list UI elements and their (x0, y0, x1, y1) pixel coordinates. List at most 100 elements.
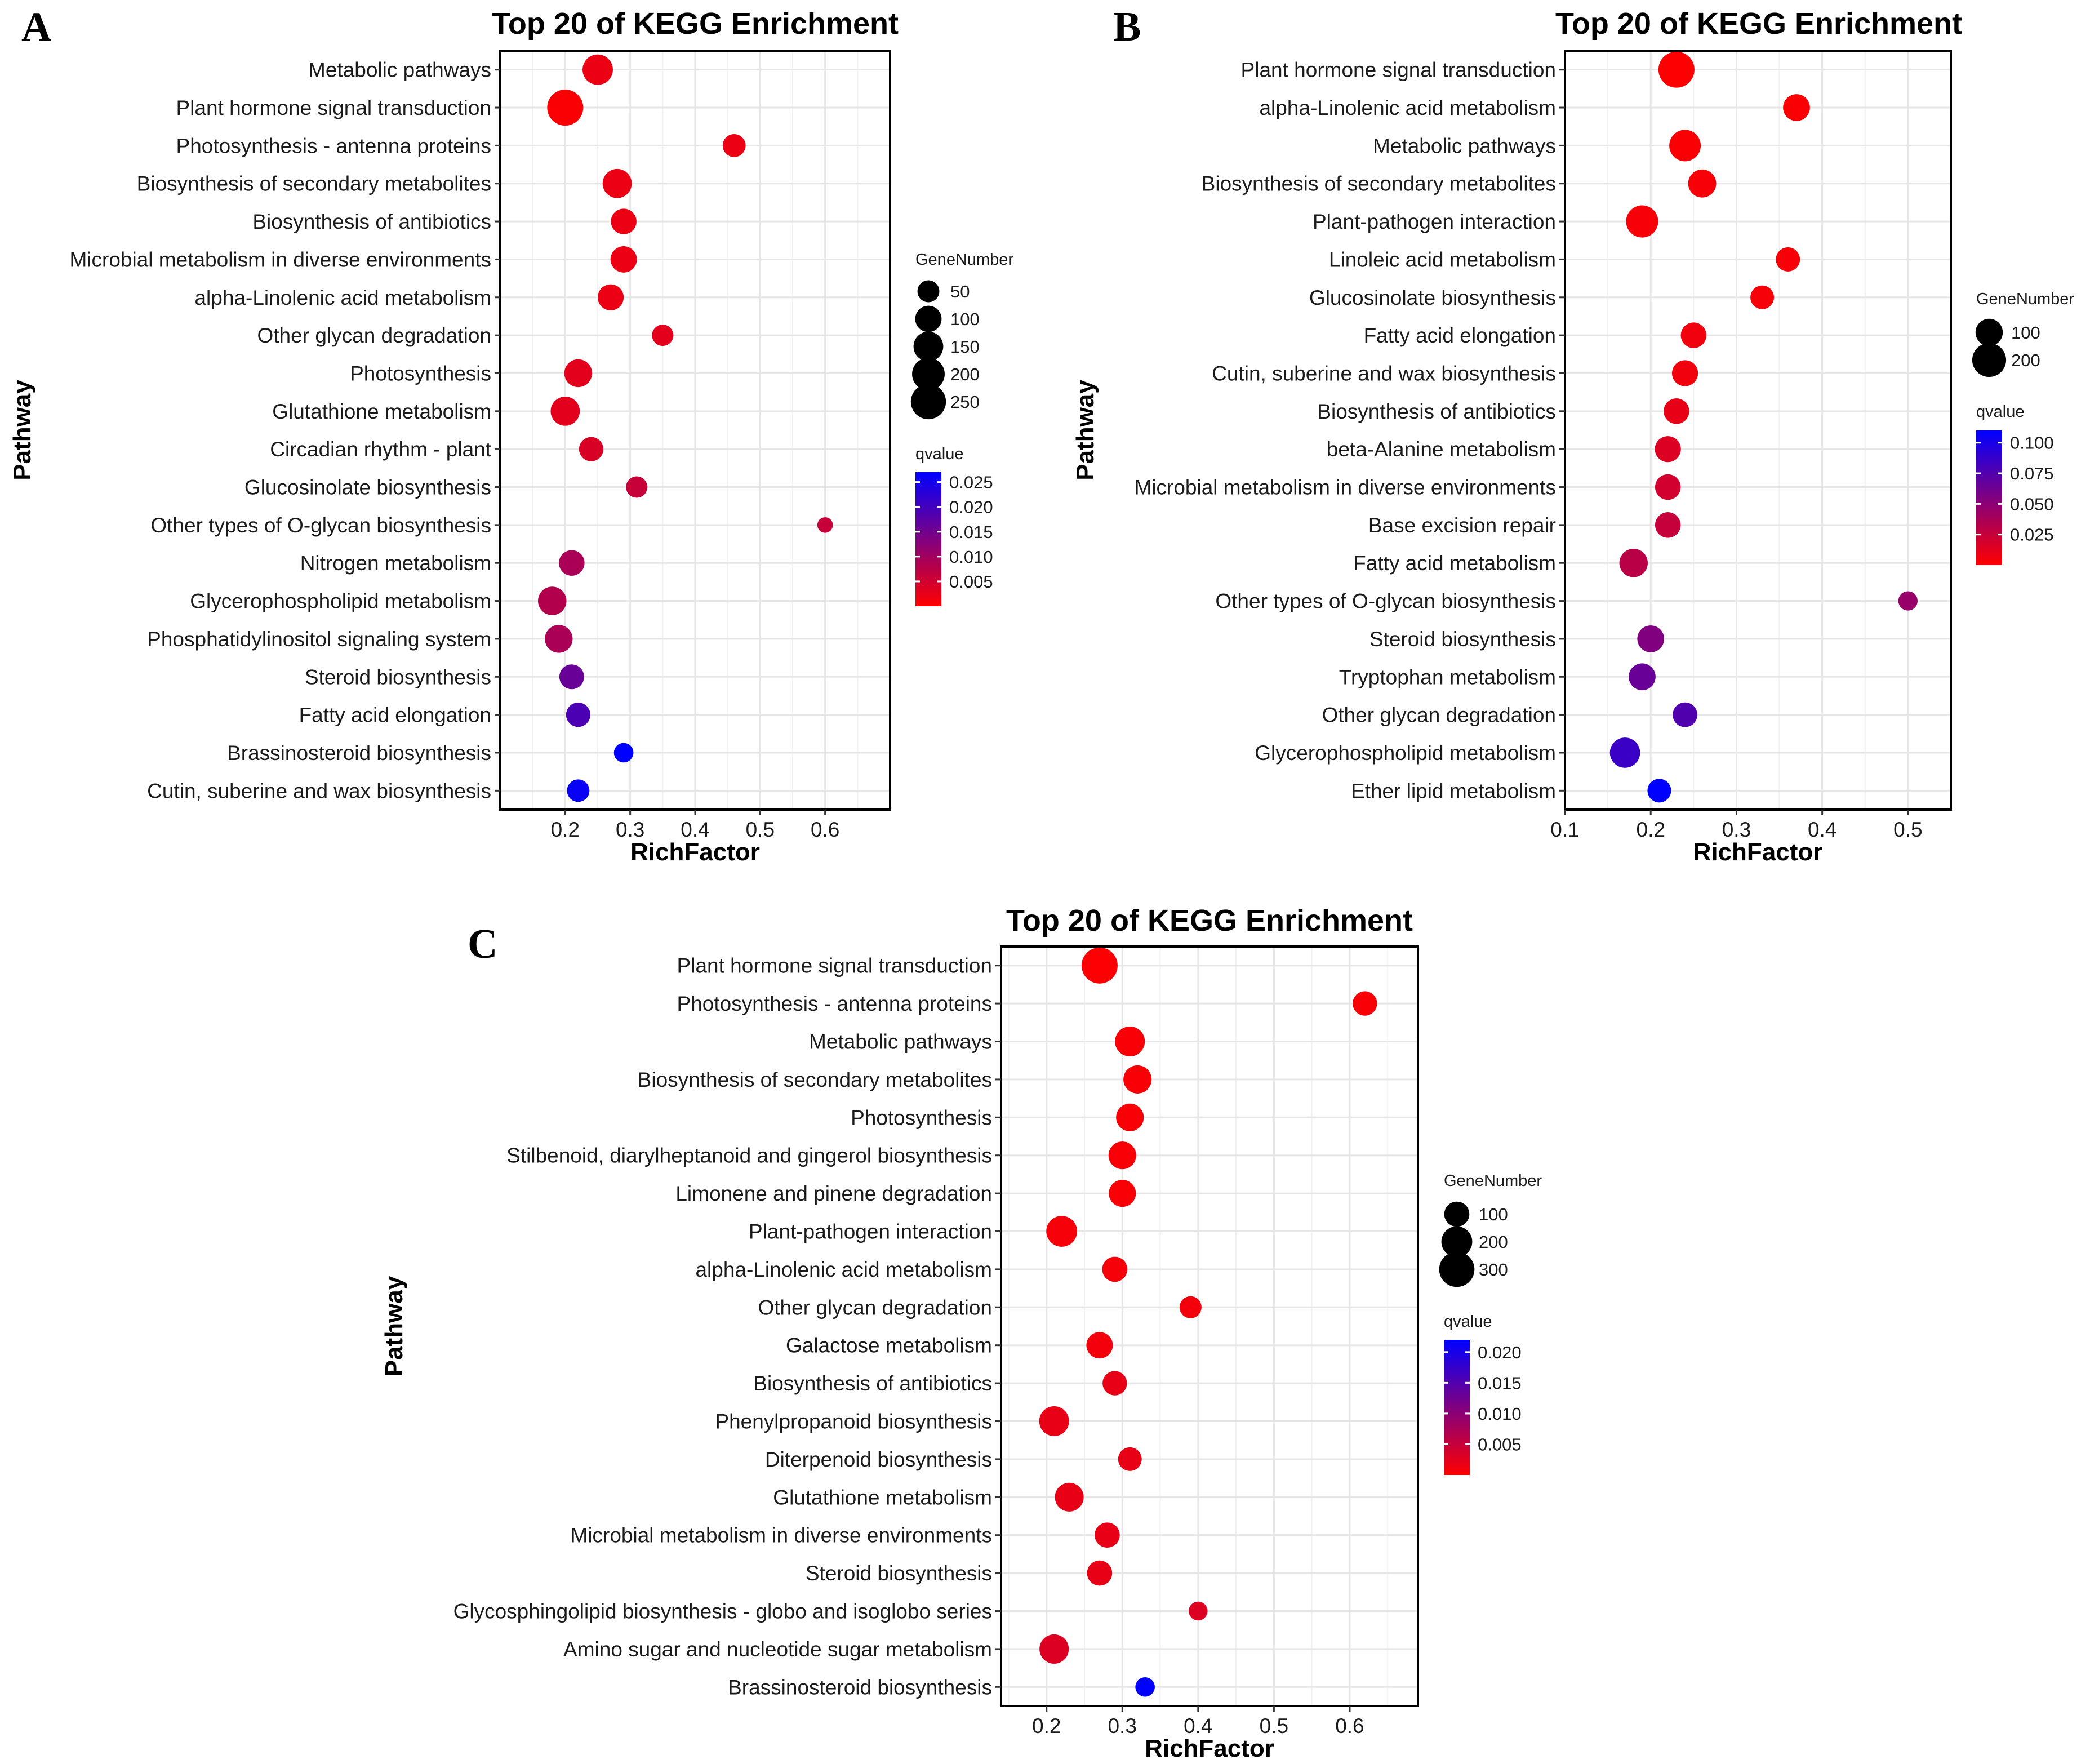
plot-background (1001, 947, 1418, 1706)
size-legend-label: 100 (2011, 323, 2040, 343)
size-legend-label: 200 (2011, 350, 2040, 370)
data-point (1118, 1447, 1142, 1471)
y-tick-label: Microbial metabolism in diverse environm… (570, 1524, 992, 1547)
color-legend-label: 0.075 (2010, 464, 2054, 483)
data-point (1637, 625, 1665, 652)
y-tick-label: Photosynthesis - antenna proteins (176, 134, 491, 157)
size-legend-key (1975, 318, 2003, 346)
panel-label-a: A (21, 4, 51, 50)
y-tick-label: Glycosphingolipid biosynthesis - globo a… (453, 1600, 992, 1623)
y-tick-label: Other glycan degradation (758, 1296, 993, 1319)
y-tick-label: Biosynthesis of secondary metabolites (1202, 172, 1556, 195)
y-tick-label: Biosynthesis of antibiotics (252, 210, 491, 233)
size-legend-label: 300 (1479, 1260, 1508, 1279)
color-legend-label: 0.010 (949, 547, 993, 567)
data-point (722, 134, 746, 157)
y-tick-label: Galactose metabolism (786, 1334, 992, 1357)
data-point (566, 703, 590, 727)
y-tick-label: Plant hormone signal transduction (176, 96, 491, 119)
color-legend-bar (1444, 1340, 1470, 1475)
size-legend-key (1441, 1226, 1473, 1258)
y-tick-label: Fatty acid metabolism (1353, 552, 1556, 575)
size-legend-key (1972, 343, 2007, 377)
x-tick-label: 0.5 (1260, 1714, 1288, 1738)
x-tick-label: 0.2 (551, 818, 580, 841)
data-point (1353, 991, 1377, 1016)
color-legend-title: qvalue (915, 445, 963, 463)
data-point (559, 550, 585, 576)
size-legend-key (1444, 1201, 1470, 1227)
data-point (1669, 130, 1701, 162)
data-point (1688, 169, 1717, 198)
data-point (817, 517, 833, 533)
plot-frame (1564, 50, 1952, 811)
y-tick-label: Biosynthesis of secondary metabolites (638, 1068, 992, 1091)
x-tick-label: 0.4 (1808, 818, 1836, 841)
data-point (602, 168, 632, 198)
size-legend-title: GeneNumber (1976, 290, 2074, 308)
y-tick-label: Biosynthesis of secondary metabolites (137, 172, 491, 195)
data-point (1609, 737, 1640, 768)
y-tick-label: Microbial metabolism in diverse environm… (69, 248, 491, 271)
chart-panel-b: Plant hormone signal transduction alpha-L… (1071, 7, 2074, 866)
y-axis-title: Pathway (380, 1276, 408, 1376)
color-legend-label: 0.010 (1478, 1404, 1522, 1424)
data-point (1680, 322, 1707, 348)
size-legend-title: GeneNumber (915, 251, 1013, 269)
size-legend-label: 200 (1479, 1232, 1508, 1252)
y-tick-label: Fatty acid elongation (1364, 324, 1556, 347)
y-tick-label: Glycerophospholipid metabolism (1255, 741, 1556, 765)
color-legend-label: 0.015 (949, 522, 993, 542)
data-point (1658, 51, 1695, 88)
color-legend-bar (915, 472, 941, 606)
data-point (598, 284, 624, 310)
size-legend-label: 200 (950, 365, 980, 384)
data-point (1108, 1141, 1136, 1170)
color-legend-label: 0.015 (1478, 1373, 1522, 1393)
y-tick-label: Other glycan degradation (1322, 704, 1557, 727)
data-point (1179, 1296, 1202, 1318)
size-legend-key (1439, 1251, 1475, 1287)
y-axis-title: Pathway (1071, 380, 1099, 481)
y-tick-label: Brassinosteroid biosynthesis (227, 741, 491, 765)
data-point (1102, 1256, 1128, 1282)
y-tick-label: Tryptophan metabolism (1339, 665, 1556, 688)
data-point (1647, 779, 1671, 803)
y-tick-label: Glucosinolate biosynthesis (1309, 286, 1556, 309)
y-tick-label: Glucosinolate biosynthesis (244, 476, 491, 499)
data-point (1619, 548, 1648, 577)
y-tick-label: Other glycan degradation (257, 324, 492, 347)
data-point (1629, 663, 1656, 691)
data-point (613, 743, 634, 763)
data-point (582, 54, 613, 85)
x-tick-label: 0.2 (1032, 1714, 1061, 1738)
x-tick-label: 0.4 (1184, 1714, 1212, 1738)
size-legend-key (917, 280, 940, 303)
y-tick-label: Linoleic acid metabolism (1329, 248, 1556, 271)
data-point (1109, 1180, 1136, 1207)
data-point (1055, 1482, 1084, 1512)
x-tick-label: 0.4 (681, 818, 709, 841)
color-legend-label: 0.100 (2010, 433, 2054, 453)
color-legend-label: 0.020 (1478, 1343, 1522, 1362)
data-point (1116, 1103, 1144, 1131)
data-point (1095, 1522, 1120, 1548)
x-tick-label: 0.5 (1893, 818, 1922, 841)
y-tick-label: Metabolic pathways (809, 1030, 992, 1054)
y-axis-title: Pathway (8, 380, 36, 481)
data-point (579, 437, 604, 461)
y-tick-label: Other types of O-glycan biosynthesis (150, 514, 491, 537)
size-legend-key (910, 384, 946, 420)
data-point (567, 779, 590, 802)
y-tick-label: Brassinosteroid biosynthesis (728, 1676, 992, 1699)
y-tick-label: Steroid biosynthesis (1369, 628, 1556, 651)
y-tick-label: Steroid biosynthesis (806, 1562, 992, 1585)
data-point (559, 664, 584, 690)
color-legend-label: 0.005 (949, 572, 993, 592)
y-tick-label: Plant-pathogen interaction (1313, 210, 1556, 233)
data-point (652, 325, 674, 346)
y-tick-label: Glutathione metabolism (773, 1486, 992, 1509)
size-legend-label: 250 (950, 392, 980, 412)
x-tick-label: 0.3 (1722, 818, 1751, 841)
